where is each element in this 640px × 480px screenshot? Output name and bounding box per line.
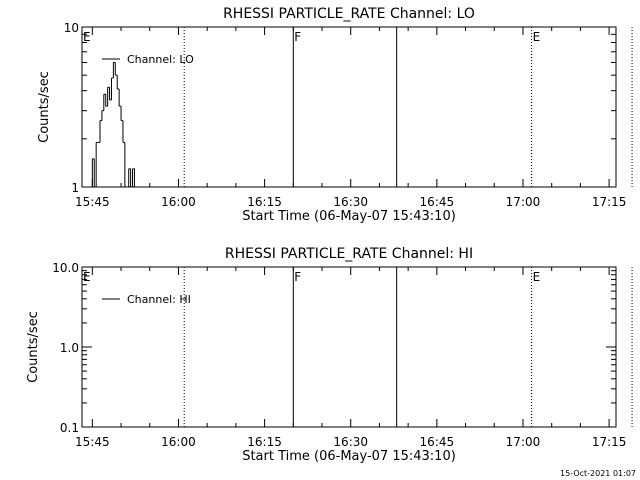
x-tick-label: 16:30: [333, 195, 368, 209]
legend-label: Channel: HI: [127, 293, 191, 306]
chart-title: RHESSI PARTICLE_RATE Channel: LO: [223, 6, 475, 22]
edge-marker-label: E: [83, 30, 91, 44]
hi-channel-panel: RHESSI PARTICLE_RATE Channel: HI 15:45 16:…: [26, 246, 633, 464]
chart-title: RHESSI PARTICLE_RATE Channel: HI: [225, 246, 473, 262]
marker-label: E: [533, 270, 541, 284]
x-tick-label: 16:45: [420, 435, 455, 449]
x-tick-label: 15:45: [75, 435, 110, 449]
x-tick-label: 15:45: [75, 195, 110, 209]
x-tick-label: 17:00: [506, 435, 541, 449]
legend-label: Channel: LO: [127, 53, 194, 66]
y-tick-label: 10: [64, 21, 79, 35]
x-tick-label: 16:30: [333, 435, 368, 449]
y-tick-label: 10.0: [52, 261, 79, 275]
x-tick-label: 16:45: [420, 195, 455, 209]
y-axis-label: Counts/sec: [26, 311, 41, 383]
y-tick-label: 0.1: [60, 421, 79, 435]
y-axis-label: Counts/sec: [37, 71, 52, 143]
x-tick-label: 16:00: [161, 435, 196, 449]
edge-marker-label: E: [83, 270, 91, 284]
x-axis-label: Start Time (06-May-07 15:43:10): [242, 449, 456, 464]
x-tick-label: 16:15: [247, 195, 282, 209]
x-axis-label: Start Time (06-May-07 15:43:10): [242, 209, 456, 224]
x-tick-label: 16:15: [247, 435, 282, 449]
plot-frame: [81, 26, 617, 188]
x-tick-label: 17:00: [506, 195, 541, 209]
x-tick-label: 17:15: [592, 195, 627, 209]
marker-label: E: [533, 30, 541, 44]
marker-label: F: [294, 30, 301, 44]
x-tick-label: 16:00: [161, 195, 196, 209]
x-tick-label: 17:15: [592, 435, 627, 449]
lo-channel-panel: RHESSI PARTICLE_RATE Channel: LO 15:45 16:…: [37, 6, 633, 224]
marker-label: F: [294, 270, 301, 284]
series-group: [90, 61, 135, 187]
y-tick-label: 1.0: [60, 341, 79, 355]
footer-timestamp: 15-Oct-2021 01:07: [560, 469, 636, 478]
plot-frame: [81, 266, 617, 428]
y-tick-label: 1: [71, 181, 79, 195]
